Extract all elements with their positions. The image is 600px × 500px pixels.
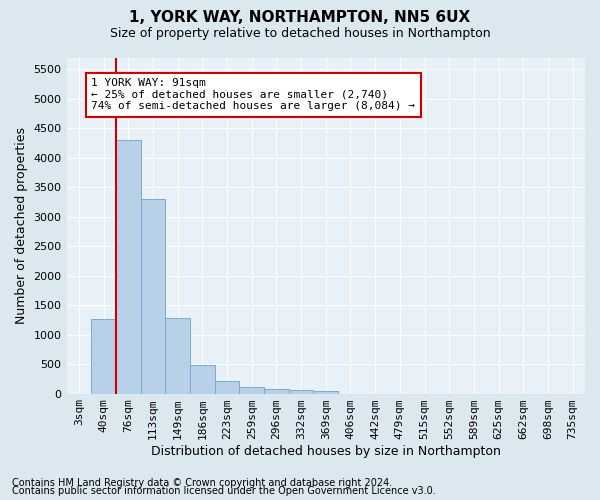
Bar [289, 390, 313, 394]
Bar [165, 318, 190, 394]
Bar [91, 320, 116, 394]
Text: Contains public sector information licensed under the Open Government Licence v3: Contains public sector information licen… [12, 486, 436, 496]
Text: 1 YORK WAY: 91sqm
← 25% of detached houses are smaller (2,740)
74% of semi-detac: 1 YORK WAY: 91sqm ← 25% of detached hous… [91, 78, 415, 112]
Bar [190, 364, 215, 394]
Y-axis label: Number of detached properties: Number of detached properties [15, 127, 28, 324]
Bar [264, 389, 289, 394]
Bar [140, 199, 165, 394]
Text: Size of property relative to detached houses in Northampton: Size of property relative to detached ho… [110, 28, 490, 40]
Bar [239, 388, 264, 394]
Bar [313, 390, 338, 394]
Text: Contains HM Land Registry data © Crown copyright and database right 2024.: Contains HM Land Registry data © Crown c… [12, 478, 392, 488]
Bar [116, 140, 140, 394]
Text: 1, YORK WAY, NORTHAMPTON, NN5 6UX: 1, YORK WAY, NORTHAMPTON, NN5 6UX [130, 10, 470, 25]
X-axis label: Distribution of detached houses by size in Northampton: Distribution of detached houses by size … [151, 444, 501, 458]
Bar [215, 380, 239, 394]
